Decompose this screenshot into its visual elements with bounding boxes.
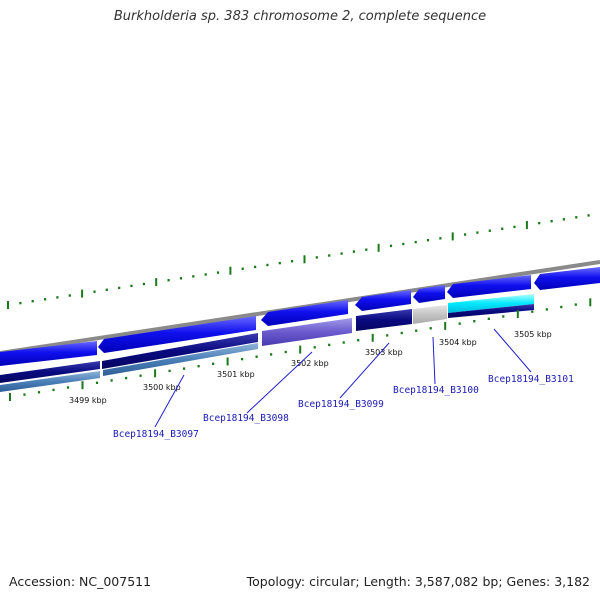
- scale-label-3502: 3502 kbp: [291, 359, 329, 368]
- feature-row-2: [0, 294, 534, 383]
- feature-band: [448, 294, 534, 313]
- scale-label-3499: 3499 kbp: [69, 396, 107, 405]
- gene-label-leaders: [154, 328, 532, 428]
- feature-band: [448, 304, 534, 318]
- gene-labels: Bcep18194_B3097 Bcep18194_B3098 Bcep1819…: [113, 374, 574, 440]
- scale-label-3500: 3500 kbp: [143, 383, 181, 392]
- scale-labels: 3499 kbp 3500 kbp 3501 kbp 3502 kbp 3503…: [69, 330, 552, 405]
- forward-strand-genes: [0, 267, 600, 366]
- gene-label-b3097[interactable]: Bcep18194_B3097: [113, 429, 199, 440]
- feature-band: [102, 333, 258, 369]
- outer-tick-ring: [7, 214, 590, 309]
- feature-band: [0, 371, 100, 392]
- gene-arrow: [355, 290, 411, 311]
- scale-label-3503: 3503 kbp: [365, 348, 403, 357]
- feature-row-3: [0, 343, 258, 392]
- leader-line: [493, 328, 532, 373]
- gene-arrow: [413, 285, 445, 303]
- feature-band: [413, 305, 447, 324]
- scale-label-3505: 3505 kbp: [514, 330, 552, 339]
- gene-arrow: [447, 275, 531, 298]
- map-title: Burkholderia sp. 383 chromosome 2, compl…: [113, 9, 487, 24]
- gene-label-b3100[interactable]: Bcep18194_B3100: [393, 385, 479, 396]
- accession-text: Accession: NC_007511: [9, 574, 152, 589]
- scale-label-3504: 3504 kbp: [439, 338, 477, 347]
- feature-band: [356, 309, 412, 331]
- inner-tick-ring: [9, 298, 592, 401]
- leader-line: [432, 336, 436, 385]
- gene-label-b3098[interactable]: Bcep18194_B3098: [203, 413, 289, 424]
- gene-arrow: [0, 341, 97, 366]
- gene-arrow: [98, 316, 256, 353]
- feature-band: [103, 343, 258, 376]
- gene-label-b3099[interactable]: Bcep18194_B3099: [298, 399, 384, 410]
- gene-arrow: [534, 267, 600, 290]
- leader-line: [246, 351, 313, 414]
- feature-band: [0, 361, 100, 383]
- leader-line: [339, 342, 390, 399]
- scale-label-3501: 3501 kbp: [217, 370, 255, 379]
- gene-label-b3101[interactable]: Bcep18194_B3101: [488, 374, 574, 385]
- leader-line: [154, 374, 185, 428]
- gene-arrow: [261, 300, 348, 326]
- topology-summary: Topology: circular; Length: 3,587,082 bp…: [246, 574, 590, 589]
- feature-band: [262, 318, 352, 346]
